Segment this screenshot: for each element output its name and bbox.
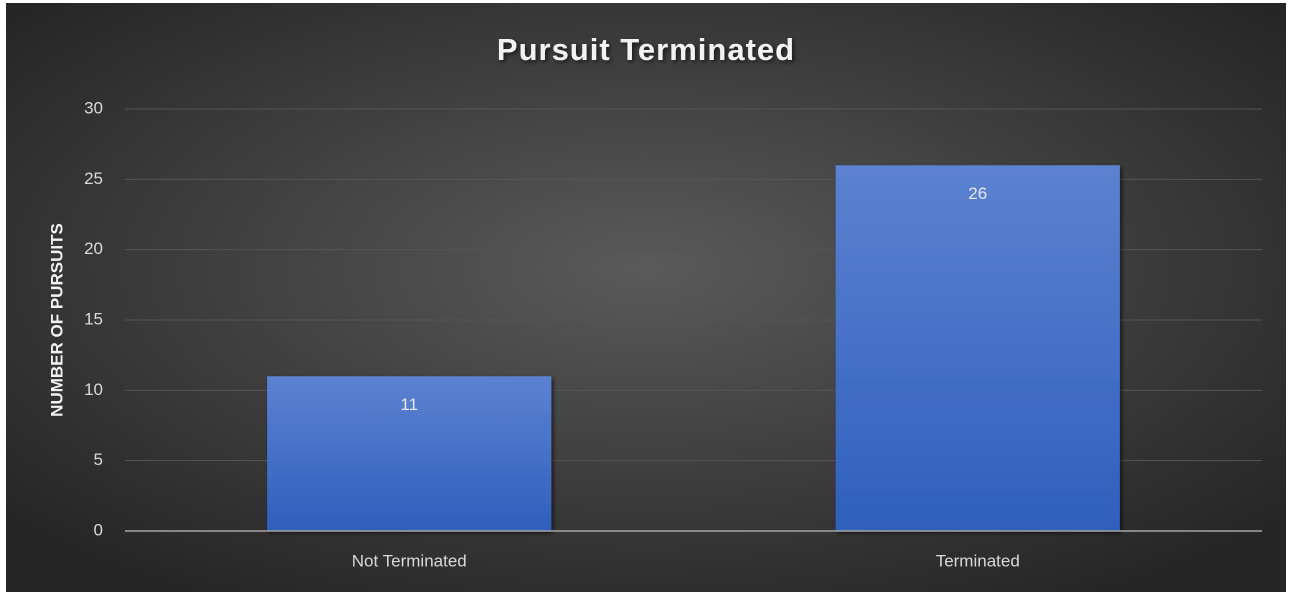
y-tick-label: 10 <box>84 380 103 399</box>
y-tick-label: 30 <box>84 98 103 117</box>
y-tick-label: 15 <box>84 309 103 328</box>
bar <box>267 376 552 531</box>
y-tick-label: 25 <box>84 169 103 188</box>
x-tick-label: Not Terminated <box>352 551 467 570</box>
y-tick-label: 0 <box>94 520 103 539</box>
bar <box>835 165 1120 531</box>
y-axis-label: NUMBER OF PURSUITS <box>47 223 66 417</box>
data-label: 26 <box>968 184 987 203</box>
x-tick-label: Terminated <box>936 551 1020 570</box>
y-tick-label: 20 <box>84 239 103 258</box>
chart-title: Pursuit Terminated <box>497 32 795 67</box>
data-label: 11 <box>400 395 418 414</box>
y-tick-label: 5 <box>94 450 103 469</box>
